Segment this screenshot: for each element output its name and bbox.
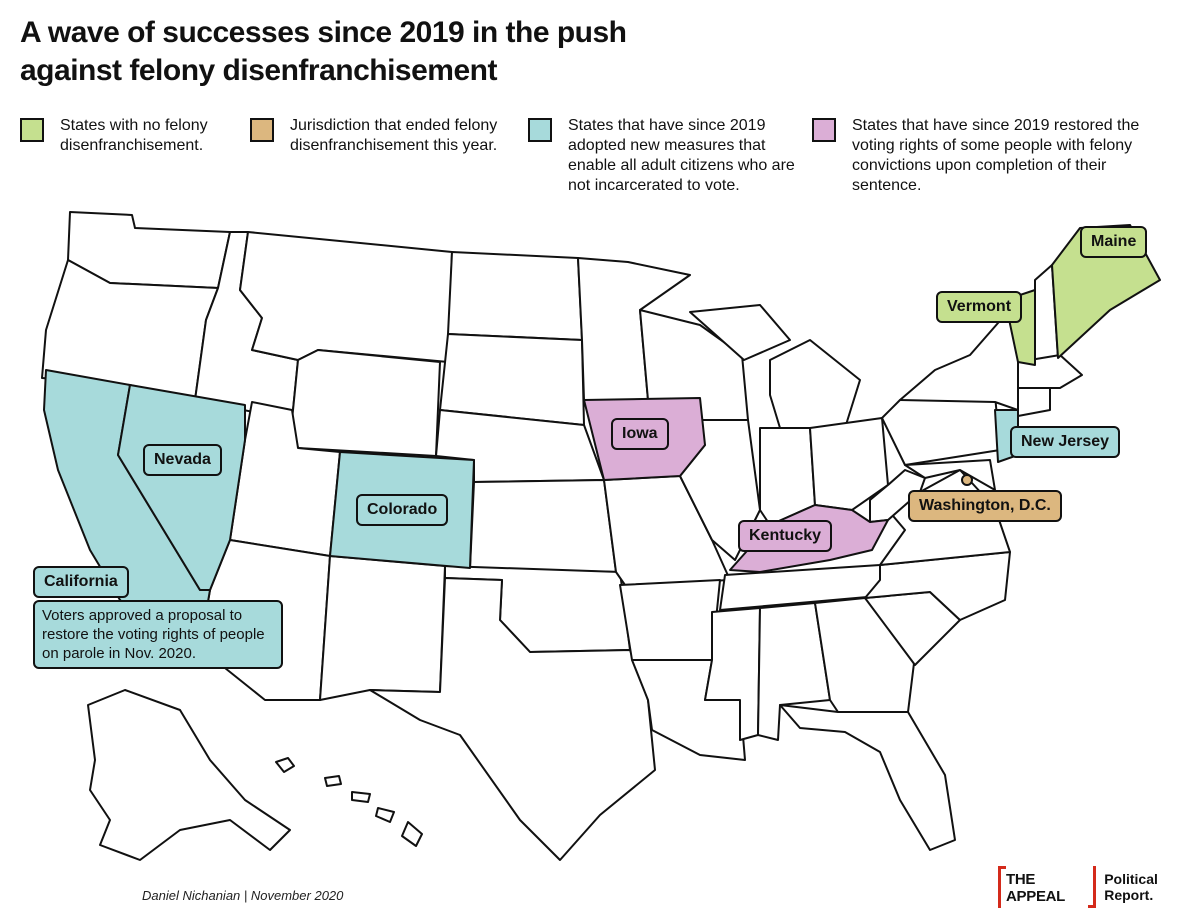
state-arkansas[interactable] — [619, 579, 721, 661]
legend-item-all-non-incarcerated: States that have since 2019 adopted new … — [528, 116, 798, 196]
legend-item-ended-this-year: Jurisdiction that ended felony disenfran… — [250, 116, 505, 156]
legend-item-restored-some: States that have since 2019 restored the… — [812, 116, 1177, 196]
label-new-jersey: New Jersey — [1010, 426, 1121, 458]
legend-swatch — [20, 118, 44, 142]
state-north-carolina[interactable] — [864, 551, 1011, 621]
legend-label: States that have since 2019 adopted new … — [568, 117, 795, 194]
dc-marker[interactable] — [961, 474, 973, 486]
state-new-mexico[interactable] — [319, 555, 446, 701]
state-connecticut[interactable] — [1017, 387, 1051, 417]
legend-label: States with no felony disenfranchisement… — [60, 117, 208, 154]
brand-mark: THE APPEAL — [998, 866, 1097, 908]
label-colorado: Colorado — [356, 494, 449, 526]
state-alaska[interactable] — [87, 689, 291, 861]
state-maryland[interactable] — [904, 459, 996, 491]
label-california: California — [33, 566, 129, 598]
byline: Daniel Nichanian | November 2020 — [142, 888, 344, 903]
state-nevada[interactable] — [117, 384, 246, 591]
state-wyoming[interactable] — [291, 349, 441, 457]
state-florida[interactable] — [779, 704, 956, 851]
label-maine: Maine — [1080, 226, 1148, 258]
state-texas[interactable] — [369, 577, 656, 861]
legend-swatch — [528, 118, 552, 142]
brand-mark-text: THE APPEAL — [1006, 871, 1066, 905]
state-new-york[interactable] — [899, 314, 1026, 411]
legend-item-no-disenfranchisement: States with no felony disenfranchisement… — [20, 116, 250, 156]
california-note: Voters approved a proposal to restore th… — [33, 600, 283, 669]
state-hawaii[interactable] — [275, 757, 423, 847]
state-montana[interactable] — [239, 231, 453, 363]
state-pennsylvania[interactable] — [881, 394, 1001, 466]
label-washington-dc: Washington, D.C. — [908, 490, 1062, 522]
legend-label: Jurisdiction that ended felony disenfran… — [290, 117, 498, 154]
map-title: A wave of successes since 2019 in the pu… — [20, 16, 627, 87]
label-vermont: Vermont — [936, 291, 1023, 323]
state-ohio[interactable] — [809, 417, 889, 511]
label-kentucky: Kentucky — [738, 520, 833, 552]
legend-label: States that have since 2019 restored the… — [852, 117, 1140, 194]
state-north-dakota[interactable] — [447, 251, 583, 341]
legend-swatch — [250, 118, 274, 142]
state-west-virginia[interactable] — [869, 469, 926, 523]
state-kansas[interactable] — [469, 479, 617, 573]
label-iowa: Iowa — [611, 418, 669, 450]
brand-logo: THE APPEAL Political Report. — [998, 866, 1200, 908]
label-nevada: Nevada — [143, 444, 222, 476]
brand-name: Political Report. — [1104, 871, 1158, 903]
legend-swatch — [812, 118, 836, 142]
